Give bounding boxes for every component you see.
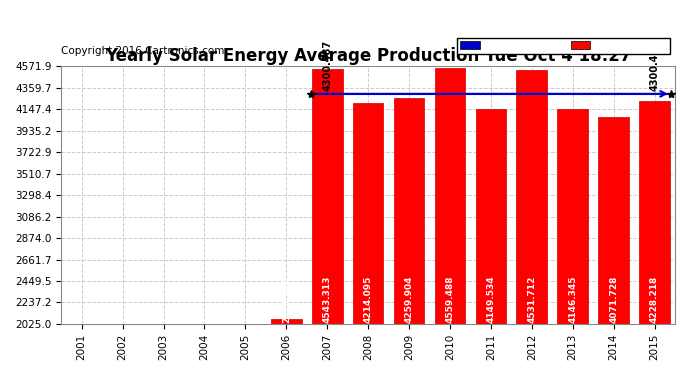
Bar	[394, 98, 424, 324]
Bar	[558, 110, 588, 324]
Bar	[353, 103, 384, 324]
Text: 4543.313: 4543.313	[323, 276, 332, 323]
Text: 2074.676: 2074.676	[282, 276, 290, 323]
Bar	[435, 68, 465, 324]
Bar	[312, 69, 342, 324]
Text: 4300.487: 4300.487	[322, 40, 332, 91]
Bar	[639, 101, 670, 324]
Text: 4071.728: 4071.728	[609, 276, 618, 323]
Text: 4531.712: 4531.712	[527, 276, 536, 323]
Legend: Average  (kWh), Yearly  (kWh): Average (kWh), Yearly (kWh)	[457, 38, 670, 54]
Text: 4559.488: 4559.488	[446, 275, 455, 323]
Text: 4300.487: 4300.487	[649, 40, 660, 91]
Bar	[516, 70, 547, 324]
Bar	[598, 117, 629, 324]
Text: 4149.534: 4149.534	[486, 275, 495, 323]
Bar	[271, 319, 302, 324]
Text: 4228.218: 4228.218	[650, 276, 659, 323]
Title: Yearly Solar Energy Average Production Tue Oct 4 18:27: Yearly Solar Energy Average Production T…	[105, 47, 631, 65]
Text: 4259.904: 4259.904	[404, 275, 413, 323]
Bar	[475, 109, 506, 324]
Text: Copyright 2016 Cartronics.com: Copyright 2016 Cartronics.com	[61, 46, 225, 56]
Text: 4214.095: 4214.095	[364, 276, 373, 323]
Text: 4146.345: 4146.345	[568, 275, 578, 323]
